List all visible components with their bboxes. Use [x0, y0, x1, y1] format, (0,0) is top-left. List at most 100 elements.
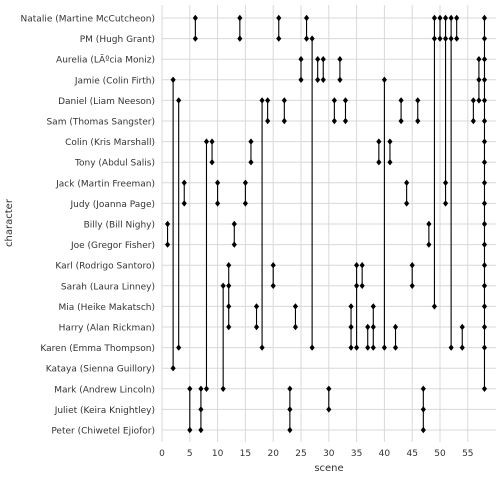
x-tick-label: 35 [351, 449, 362, 459]
scene-marker [443, 35, 449, 42]
y-tick-label: Kataya (Sienna Guillory) [46, 365, 155, 375]
scene-marker [481, 385, 488, 392]
scene-marker [265, 117, 271, 125]
scene-marker [270, 282, 276, 289]
scene-markers [165, 14, 488, 434]
scene-marker [454, 14, 460, 22]
y-tick-label: Jamie (Colin Firth) [74, 76, 155, 86]
scene-marker [215, 179, 221, 186]
scene-marker [470, 117, 476, 125]
scene-marker [481, 220, 488, 228]
scene-marker [365, 344, 371, 351]
scene-marker [481, 200, 488, 207]
scene-marker [437, 14, 443, 22]
scene-marker [298, 76, 304, 83]
scene-marker [443, 14, 449, 22]
scene-marker [409, 282, 415, 289]
scene-marker [404, 179, 410, 186]
x-tick-label: 40 [379, 449, 391, 459]
scene-marker [420, 406, 426, 413]
scene-marker [198, 385, 204, 392]
scene-marker [220, 385, 226, 392]
scene-marker [203, 138, 210, 145]
x-axis-title: scene [314, 463, 343, 474]
scene-marker [298, 56, 304, 63]
scene-marker [220, 282, 226, 289]
scene-marker [226, 282, 232, 289]
scene-marker [470, 97, 476, 104]
scene-marker [304, 35, 310, 42]
scene-marker [242, 200, 248, 207]
scene-marker [420, 426, 426, 434]
y-tick-label: Judy (Joanna Page) [69, 200, 155, 210]
scene-marker [415, 97, 421, 104]
scene-marker [481, 241, 488, 248]
scene-marker [376, 159, 382, 166]
scene-marker [192, 35, 198, 42]
scene-marker [287, 426, 293, 434]
scene-marker [226, 323, 232, 331]
scene-marker [270, 262, 276, 269]
x-tick-labels: 0 5 10 15 20 25 30 35 40 45 50 55 [159, 449, 473, 459]
x-tick-label: 25 [295, 449, 306, 459]
scene-marker [392, 323, 399, 331]
scene-marker [448, 344, 454, 351]
scene-marker [259, 97, 265, 104]
scene-marker [431, 14, 437, 22]
scene-marker [476, 97, 482, 104]
scene-marker [443, 200, 449, 207]
scene-marker [437, 35, 443, 42]
y-tick-labels: Natalie (Martine McCutcheon) PM (Hugh Gra… [21, 15, 155, 437]
scene-marker [176, 97, 182, 104]
y-tick-label: Joe (Gregor Fisher) [70, 241, 155, 251]
scene-marker [342, 97, 349, 104]
y-axis-title: character [4, 198, 15, 247]
scene-marker [448, 14, 454, 22]
scene-marker [309, 344, 315, 351]
scene-marker [242, 179, 248, 186]
scene-marker [481, 262, 488, 269]
x-tick-label: 20 [267, 449, 279, 459]
y-tick-label: Sam (Thomas Sangster) [46, 118, 155, 128]
scene-marker [476, 76, 482, 83]
scene-marker [459, 323, 465, 331]
scene-marker [281, 117, 287, 125]
scene-marker [392, 344, 399, 351]
scene-marker [431, 303, 437, 310]
scene-marker [320, 56, 326, 63]
scene-marker [481, 179, 488, 186]
scene-marker [203, 385, 210, 392]
scene-marker [165, 220, 171, 228]
scene-marker [215, 200, 221, 207]
scene-marker [387, 138, 393, 145]
scene-marker [381, 344, 387, 351]
y-tick-label: Aurelia (LÃºcia Moniz) [56, 55, 155, 66]
scene-marker [237, 14, 243, 22]
scene-marker [381, 76, 387, 83]
y-tick-label: Mia (Heike Makatsch) [59, 303, 155, 313]
scene-marker [259, 344, 265, 351]
scene-marker [226, 303, 232, 310]
scene-marker [181, 200, 187, 207]
y-tick-label: Peter (Chiwetel Ejiofor) [51, 427, 155, 437]
scene-marker [248, 138, 254, 145]
scene-marker [253, 303, 260, 310]
scene-marker [415, 117, 421, 125]
x-tick-label: 55 [462, 449, 473, 459]
scene-marker [281, 97, 287, 104]
scene-marker [231, 241, 237, 248]
scene-marker [481, 35, 488, 42]
scene-marker [370, 323, 376, 331]
scene-marker [315, 56, 321, 63]
scene-marker [304, 14, 310, 22]
x-tick-label: 30 [323, 449, 335, 459]
scene-marker [387, 159, 393, 166]
scene-marker [398, 97, 404, 104]
y-tick-label: Jack (Martin Freeman) [55, 179, 155, 189]
scene-marker [331, 97, 337, 104]
scene-marker [359, 282, 365, 289]
scene-marker [276, 35, 282, 42]
scene-marker [181, 179, 187, 186]
scene-marker [348, 323, 354, 331]
